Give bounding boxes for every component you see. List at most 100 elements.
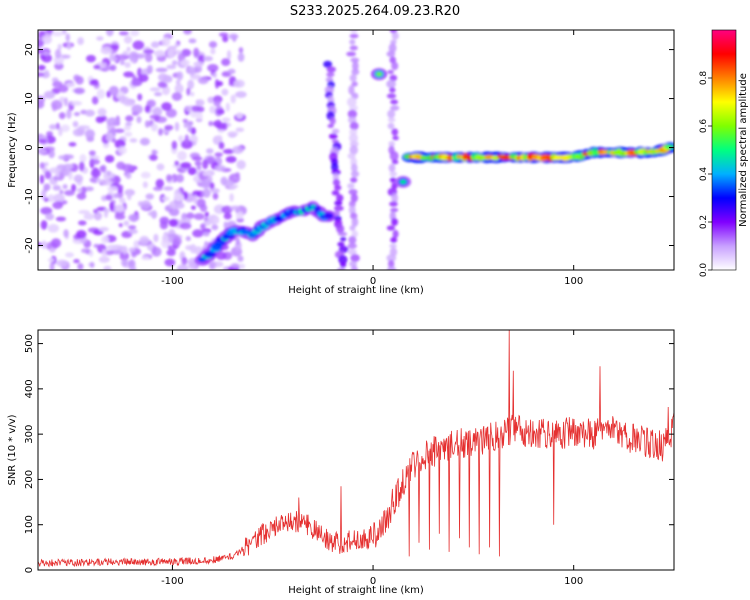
noise-blob [129,138,138,143]
band-blob [336,224,345,234]
noise-blob [182,118,189,123]
noise-blob [230,94,237,104]
noise-blob [226,50,232,60]
y-tick-label: 0 [24,144,35,150]
noise-blob [117,187,123,194]
noise-blob [38,48,44,54]
band-blob [347,109,358,119]
noise-blob [161,36,171,47]
band-blob [390,105,400,111]
noise-blob [128,51,139,62]
noise-blob [52,201,64,210]
noise-blob [53,176,58,181]
noise-blob [193,61,204,68]
band-blob [349,74,357,82]
band-blob [388,163,396,173]
noise-blob [206,156,215,165]
noise-blob [68,142,77,147]
noise-blob [48,167,61,174]
noise-blob [90,159,100,165]
snr-series-line [38,330,674,568]
band-blob [346,51,357,57]
band-blob [386,51,396,57]
noise-blob [156,163,165,171]
noise-blob [158,128,163,136]
x-tick-label: 0 [370,276,376,287]
noise-blob [200,223,206,230]
track-core [446,154,453,162]
colorbar-gradient [712,30,736,270]
noise-blob [76,187,82,193]
noise-blob [65,82,76,88]
noise-blob [126,190,132,201]
band-blob [326,66,336,73]
band-blob [389,171,398,177]
noise-blob [202,231,210,237]
band-blob [331,190,340,196]
noise-blob [174,121,180,132]
noise-blob [174,83,184,94]
noise-blob [221,117,231,122]
noise-blob [129,265,137,270]
band-blob [387,259,395,269]
noise-blob [136,116,142,124]
colorbar-ticks: 0.0 0.2 0.4 0.6 0.8 [699,71,712,277]
noise-blob [89,261,95,268]
noise-blob [166,174,173,182]
band-blob [350,254,360,262]
noise-blob [164,124,174,131]
noise-blob [89,250,94,258]
noise-blob [123,220,130,227]
noise-blob [237,52,245,62]
noise-blob [187,121,192,132]
noise-blob [88,150,96,156]
noise-blob [210,48,216,55]
noise-blob [194,65,203,73]
band-blob [349,129,358,135]
band-blob [350,170,360,178]
colorbar-tick-label: 0.8 [699,71,709,86]
x-tick-label: -100 [161,576,184,587]
noise-blob [166,249,176,257]
noise-blob [188,66,196,76]
band-blob [323,60,333,68]
snr-frame [37,329,675,571]
band-blob [350,265,359,270]
noise-blob [144,120,150,128]
noise-blob [78,125,91,130]
noise-blob [174,202,185,209]
noise-blob [144,52,153,63]
noise-blob [192,190,201,197]
band-blob [389,243,397,249]
noise-blob [62,184,68,190]
noise-blob [174,160,180,166]
noise-blob [128,229,138,234]
spot-core [376,72,383,77]
noise-blob [105,194,113,201]
band-blob [390,99,399,105]
band-blob [392,229,399,239]
band-blob [391,159,399,165]
band-blob [389,177,397,183]
noise-blob [161,234,169,241]
noise-blob [54,48,62,59]
noise-blob [47,224,60,233]
noise-blob [98,256,110,263]
noise-blob [196,165,202,171]
noise-blob [203,56,214,62]
noise-blob [222,35,229,43]
band-blob [388,43,397,53]
noise-blob [64,154,74,160]
noise-blob [214,164,226,172]
band-blob [350,57,360,63]
y-tick-label: -10 [24,188,35,204]
track-core [663,144,674,150]
noise-blob [93,64,101,70]
track-core [420,155,428,161]
band-blob [391,61,399,71]
band-blob [333,210,340,217]
noise-blob [175,174,184,183]
noise-blob [235,236,240,246]
noise-blob [78,220,87,226]
